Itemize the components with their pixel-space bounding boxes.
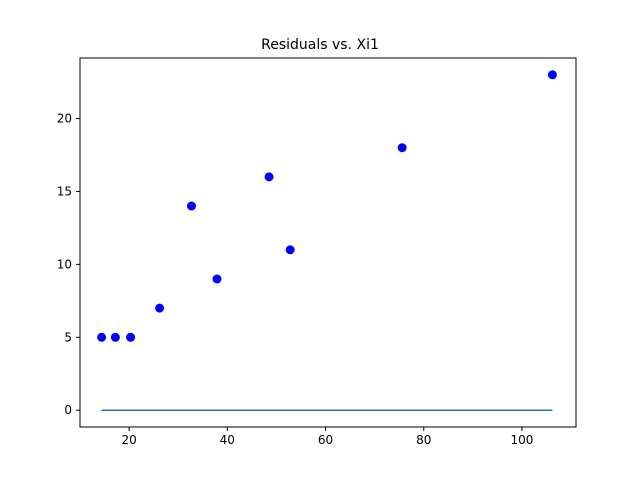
y-tick-label-15: 15 bbox=[57, 184, 72, 198]
data-point-5 bbox=[186, 201, 196, 211]
data-point-10 bbox=[547, 70, 557, 80]
data-point-1 bbox=[97, 332, 107, 342]
data-point-8 bbox=[285, 245, 295, 255]
data-point-2 bbox=[110, 332, 120, 342]
data-point-3 bbox=[126, 332, 136, 342]
y-tick-label-10: 10 bbox=[57, 257, 72, 271]
y-tick-label-20: 20 bbox=[57, 112, 72, 126]
y-tick-label-5: 5 bbox=[64, 330, 72, 344]
x-tick-label-100: 100 bbox=[511, 433, 534, 447]
data-point-9 bbox=[397, 143, 407, 153]
chart-title: Residuals vs. Xi1 bbox=[261, 37, 379, 53]
x-tick-label-60: 60 bbox=[318, 433, 333, 447]
data-point-7 bbox=[264, 172, 274, 182]
axes-frame bbox=[79, 57, 577, 428]
x-tick-label-40: 40 bbox=[220, 433, 235, 447]
data-point-6 bbox=[212, 274, 222, 284]
data-point-4 bbox=[155, 303, 165, 313]
plot-area: 20 40 60 80 100 0 5 10 15 20 bbox=[57, 57, 577, 447]
x-tick-label-80: 80 bbox=[416, 433, 431, 447]
x-tick-label-20: 20 bbox=[121, 433, 136, 447]
y-tick-label-0: 0 bbox=[64, 403, 72, 417]
